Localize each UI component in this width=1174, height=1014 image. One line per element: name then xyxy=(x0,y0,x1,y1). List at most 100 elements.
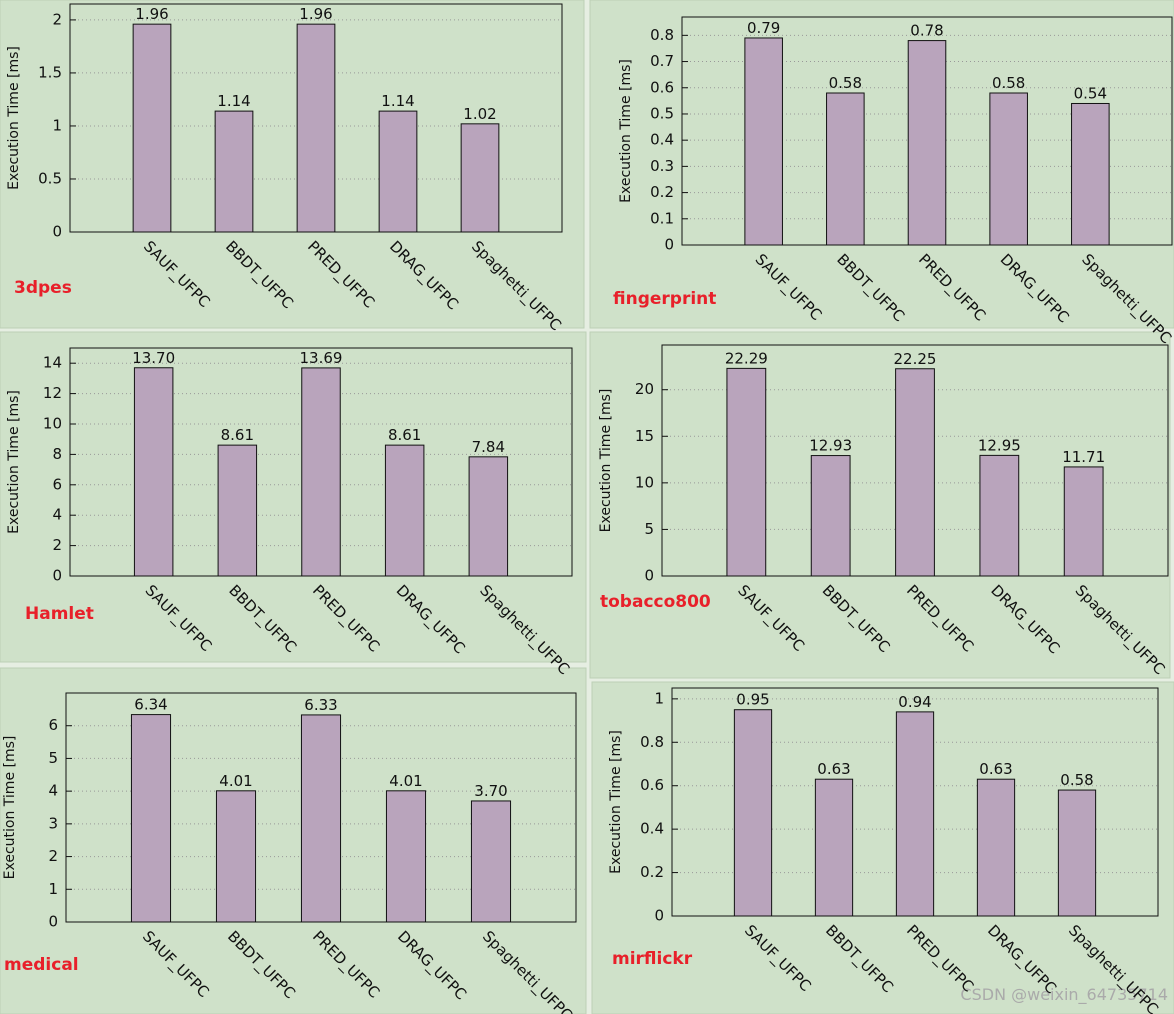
y-tick-label: 1 xyxy=(52,116,62,134)
value-label: 0.95 xyxy=(736,691,769,709)
bar xyxy=(296,23,336,233)
value-label: 0.63 xyxy=(979,760,1012,778)
y-tick-label: 5 xyxy=(48,749,58,767)
y-tick-label: 0.4 xyxy=(640,820,664,838)
dataset-label: fingerprint xyxy=(613,289,716,309)
value-label: 12.93 xyxy=(809,437,852,455)
value-label: 0.79 xyxy=(747,19,780,37)
y-tick-label: 15 xyxy=(635,427,654,445)
dataset-label: 3dpes xyxy=(14,278,72,298)
bar xyxy=(989,92,1028,246)
y-tick-label: 10 xyxy=(43,415,62,433)
dataset-label: tobacco800 xyxy=(600,592,711,612)
value-label: 1.14 xyxy=(381,92,414,110)
bar xyxy=(895,368,935,577)
y-tick-label: 6 xyxy=(48,716,58,734)
y-axis-label: Execution Time [ms] xyxy=(6,390,22,534)
y-tick-label: 0 xyxy=(48,913,58,931)
y-axis-label: Execution Time [ms] xyxy=(618,59,634,203)
y-tick-label: 0 xyxy=(664,236,674,254)
y-tick-label: 2 xyxy=(48,847,58,865)
bar xyxy=(132,23,172,233)
value-label: 0.54 xyxy=(1074,84,1107,102)
value-label: 1.96 xyxy=(135,5,168,23)
y-tick-label: 1 xyxy=(654,689,664,707)
bar xyxy=(907,40,947,246)
value-label: 8.61 xyxy=(388,426,421,444)
y-tick-label: 8 xyxy=(52,445,62,463)
bar xyxy=(133,367,174,577)
y-tick-label: 0 xyxy=(52,567,62,585)
y-tick-label: 2 xyxy=(52,10,62,28)
bar xyxy=(744,37,783,246)
dataset-label: Hamlet xyxy=(25,604,94,624)
watermark: CSDN @weixin_64735714 xyxy=(960,985,1168,1005)
bar xyxy=(385,790,427,923)
bar xyxy=(215,790,257,923)
y-tick-label: 4 xyxy=(52,506,62,524)
y-tick-label: 0 xyxy=(644,567,654,585)
value-label: 22.25 xyxy=(894,350,937,368)
value-label: 1.96 xyxy=(299,5,332,23)
bar xyxy=(726,367,767,577)
value-label: 12.95 xyxy=(978,436,1021,454)
bar xyxy=(301,367,341,577)
y-tick-label: 3 xyxy=(48,814,58,832)
bar xyxy=(214,110,254,233)
value-label: 1.14 xyxy=(217,92,250,110)
dataset-label: medical xyxy=(4,955,79,975)
bar xyxy=(895,711,935,917)
y-axis-label: Execution Time [ms] xyxy=(6,46,22,190)
bar xyxy=(826,92,865,246)
value-label: 0.63 xyxy=(817,760,850,778)
value-label: 0.58 xyxy=(829,74,862,92)
bar xyxy=(470,800,512,923)
y-tick-label: 0.5 xyxy=(38,169,62,187)
value-label: 0.94 xyxy=(898,693,931,711)
value-label: 13.70 xyxy=(132,349,175,367)
y-tick-label: 2 xyxy=(52,536,62,554)
y-tick-label: 0 xyxy=(654,907,664,925)
value-label: 7.84 xyxy=(472,438,505,456)
dataset-label: mirflickr xyxy=(612,949,693,969)
bar xyxy=(384,444,425,577)
y-tick-label: 10 xyxy=(635,473,654,491)
bar xyxy=(1057,789,1097,917)
y-tick-label: 0.8 xyxy=(640,733,664,751)
bar xyxy=(217,444,258,577)
bar xyxy=(733,709,773,917)
value-label: 11.71 xyxy=(1062,448,1105,466)
y-axis-label: Execution Time [ms] xyxy=(598,389,614,533)
y-tick-label: 0.6 xyxy=(650,78,674,96)
bar xyxy=(1063,466,1104,577)
value-label: 1.02 xyxy=(463,105,496,123)
y-tick-label: 12 xyxy=(43,384,62,402)
y-tick-label: 6 xyxy=(52,475,62,493)
value-label: 6.33 xyxy=(304,696,337,714)
y-tick-label: 0.6 xyxy=(640,776,664,794)
bar xyxy=(1071,102,1110,246)
value-label: 0.58 xyxy=(992,74,1025,92)
bar xyxy=(468,456,509,577)
y-tick-label: 0 xyxy=(52,223,62,241)
value-label: 3.70 xyxy=(474,782,507,800)
bar xyxy=(378,110,418,233)
y-tick-label: 0.8 xyxy=(650,26,674,44)
value-label: 13.69 xyxy=(300,349,343,367)
value-label: 0.78 xyxy=(910,22,943,40)
bar xyxy=(979,454,1020,577)
y-tick-label: 0.3 xyxy=(650,157,674,175)
y-tick-label: 14 xyxy=(43,354,62,372)
value-label: 0.58 xyxy=(1060,771,1093,789)
y-tick-label: 1 xyxy=(48,880,58,898)
y-tick-label: 0.2 xyxy=(650,183,674,201)
bar xyxy=(976,778,1016,917)
bar xyxy=(130,714,172,923)
value-label: 4.01 xyxy=(219,772,252,790)
y-tick-label: 0.1 xyxy=(650,209,674,227)
y-tick-label: 1.5 xyxy=(38,63,62,81)
y-tick-label: 0.2 xyxy=(640,863,664,881)
value-label: 6.34 xyxy=(134,696,167,714)
bar xyxy=(814,778,854,917)
y-tick-label: 0.4 xyxy=(650,131,674,149)
